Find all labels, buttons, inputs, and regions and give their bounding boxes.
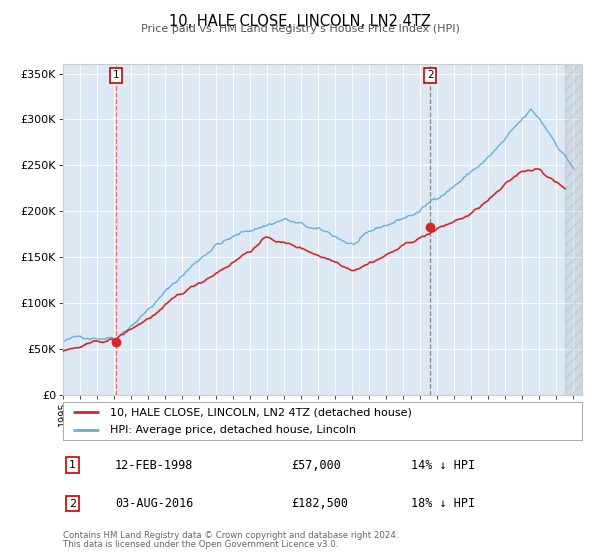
Text: 2: 2 (69, 499, 76, 508)
Text: £57,000: £57,000 (292, 459, 341, 472)
Text: 1: 1 (113, 71, 119, 81)
Text: Contains HM Land Registry data © Crown copyright and database right 2024.: Contains HM Land Registry data © Crown c… (63, 531, 398, 540)
Text: This data is licensed under the Open Government Licence v3.0.: This data is licensed under the Open Gov… (63, 540, 338, 549)
Text: 10, HALE CLOSE, LINCOLN, LN2 4TZ: 10, HALE CLOSE, LINCOLN, LN2 4TZ (169, 14, 431, 29)
Text: HPI: Average price, detached house, Lincoln: HPI: Average price, detached house, Linc… (110, 425, 356, 435)
Text: 10, HALE CLOSE, LINCOLN, LN2 4TZ (detached house): 10, HALE CLOSE, LINCOLN, LN2 4TZ (detach… (110, 407, 412, 417)
Text: Price paid vs. HM Land Registry's House Price Index (HPI): Price paid vs. HM Land Registry's House … (140, 24, 460, 34)
Text: £182,500: £182,500 (292, 497, 349, 510)
Text: 12-FEB-1998: 12-FEB-1998 (115, 459, 193, 472)
Text: 14% ↓ HPI: 14% ↓ HPI (411, 459, 475, 472)
Bar (565, 64, 582, 395)
Text: 1: 1 (69, 460, 76, 470)
Text: 03-AUG-2016: 03-AUG-2016 (115, 497, 193, 510)
Text: 18% ↓ HPI: 18% ↓ HPI (411, 497, 475, 510)
Text: 2: 2 (427, 71, 434, 81)
